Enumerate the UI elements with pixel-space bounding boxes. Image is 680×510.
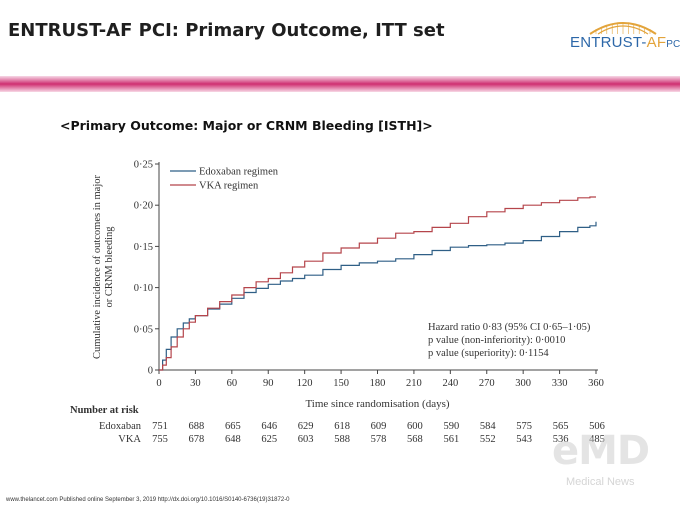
risk-cell: 565 — [553, 421, 569, 432]
stat-annotation: Hazard ratio 0·83 (95% CI 0·65–1·05) — [428, 322, 591, 333]
number-at-risk-table: Number at risk Edoxaban 751 688 665 646 629 618… — [70, 405, 605, 445]
x-tick-label: 240 — [442, 378, 458, 389]
y-tick-label: 0 — [148, 366, 153, 377]
slide-subtitle: <Primary Outcome: Major or CRNM Bleeding… — [60, 118, 433, 133]
x-tick-label: 210 — [406, 378, 422, 389]
logo-text-main: ENTRUST- — [570, 34, 647, 51]
y-tick-label: 0·05 — [134, 324, 153, 335]
cumulative-incidence-chart: 0 0·05 0·10 0·15 0·20 0·25 0 30 60 90 120 150 180 210… — [70, 160, 605, 446]
x-tick-label: 90 — [263, 378, 274, 389]
risk-cell: 603 — [298, 434, 314, 445]
legend-label: Edoxaban regimen — [199, 167, 279, 178]
risk-cell: 600 — [407, 421, 423, 432]
risk-cell: 609 — [371, 421, 387, 432]
y-tick-label: 0·25 — [134, 160, 153, 171]
chart-legend: Edoxaban regimen VKA regimen — [170, 167, 279, 192]
legend-label: VKA regimen — [199, 181, 259, 192]
x-axis-label: Time since randomisation (days) — [305, 398, 449, 410]
x-tick-label: 270 — [479, 378, 495, 389]
risk-cell: 543 — [516, 434, 532, 445]
risk-cell: 678 — [189, 434, 205, 445]
risk-cell: 629 — [298, 421, 314, 432]
chart-axes: 0 0·05 0·10 0·15 0·20 0·25 0 30 60 90 120 150 180 210… — [92, 160, 604, 411]
chart-series-group — [159, 196, 597, 371]
risk-cell: 485 — [589, 434, 605, 445]
risk-table-title: Number at risk — [70, 405, 139, 416]
stat-annotation: p value (non-inferiority): 0·0010 — [428, 335, 565, 346]
x-tick-label: 330 — [552, 378, 568, 389]
stat-annotation: p value (superiority): 0·1154 — [428, 348, 549, 359]
logo-text-pci: PCI — [666, 39, 680, 50]
risk-cell: 588 — [334, 434, 350, 445]
risk-cell: 751 — [152, 421, 168, 432]
watermark-logo: eMD — [552, 428, 650, 474]
y-tick-label: 0·10 — [134, 283, 153, 294]
x-tick-label: 30 — [190, 378, 201, 389]
risk-cell: 575 — [516, 421, 532, 432]
y-axis-label: Cumulative incidence of outcomes in majo… — [92, 175, 115, 359]
logo-text-af: AF — [646, 34, 667, 51]
risk-cell: 688 — [189, 421, 205, 432]
risk-cell: 618 — [334, 421, 350, 432]
risk-cell: 590 — [443, 421, 459, 432]
risk-cell: 755 — [152, 434, 168, 445]
y-tick-label: 0·20 — [134, 201, 153, 212]
watermark: eMD Medical News — [546, 428, 664, 492]
header-divider-band — [0, 76, 680, 92]
risk-cell: 561 — [443, 434, 459, 445]
risk-cell: 568 — [407, 434, 423, 445]
x-tick-label: 360 — [588, 378, 604, 389]
risk-cell: 646 — [261, 421, 277, 432]
citation-footer: www.thelancet.com Published online Septe… — [6, 497, 290, 503]
risk-cell: 648 — [225, 434, 241, 445]
logo-arc-icon — [589, 22, 657, 35]
risk-cell: 625 — [261, 434, 277, 445]
series-line-vka — [159, 196, 596, 371]
x-tick-label: 0 — [156, 378, 161, 389]
risk-cell: 578 — [371, 434, 387, 445]
risk-cell: 552 — [480, 434, 496, 445]
risk-row-label: Edoxaban — [99, 421, 142, 432]
watermark-caption: Medical News — [566, 476, 635, 488]
chart-annotations: Hazard ratio 0·83 (95% CI 0·65–1·05) p va… — [428, 322, 591, 359]
x-tick-label: 180 — [370, 378, 386, 389]
risk-row-label: VKA — [118, 434, 141, 445]
slide-title: ENTRUST-AF PCI: Primary Outcome, ITT set — [8, 20, 445, 41]
x-tick-label: 150 — [333, 378, 349, 389]
risk-cell: 536 — [553, 434, 569, 445]
risk-cell: 506 — [589, 421, 605, 432]
y-tick-label: 0·15 — [134, 242, 153, 253]
x-tick-label: 120 — [297, 378, 313, 389]
risk-cell: 665 — [225, 421, 241, 432]
x-tick-label: 60 — [227, 378, 238, 389]
x-tick-label: 300 — [515, 378, 531, 389]
risk-cell: 584 — [480, 421, 497, 432]
